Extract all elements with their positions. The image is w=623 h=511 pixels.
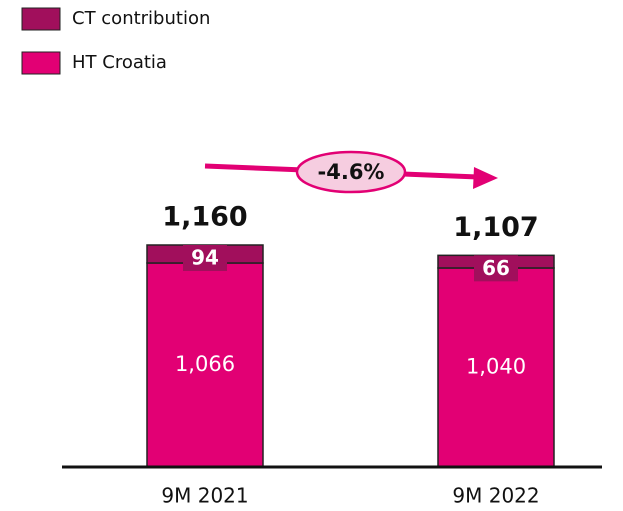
x-tick-label: 9M 2022 — [452, 484, 539, 508]
total-label: 1,160 — [162, 202, 247, 233]
legend-label: HT Croatia — [72, 52, 167, 73]
legend-label: CT contribution — [72, 8, 210, 29]
value-label: 1,040 — [466, 354, 526, 378]
x-tick-label: 9M 2021 — [161, 484, 248, 508]
legend-swatch — [21, 7, 61, 31]
value-label-box — [183, 245, 227, 271]
value-label: 94 — [191, 246, 219, 270]
change-bubble — [295, 150, 407, 194]
value-label: 1,066 — [175, 352, 235, 376]
value-label: 66 — [482, 256, 510, 280]
value-label-box — [474, 255, 518, 282]
arrow-head — [473, 167, 498, 189]
total-label: 1,107 — [453, 212, 538, 243]
bar-segment — [437, 267, 555, 468]
bar-segment — [146, 262, 264, 468]
change-label: -4.6% — [318, 160, 385, 184]
legend-swatch — [21, 51, 61, 75]
